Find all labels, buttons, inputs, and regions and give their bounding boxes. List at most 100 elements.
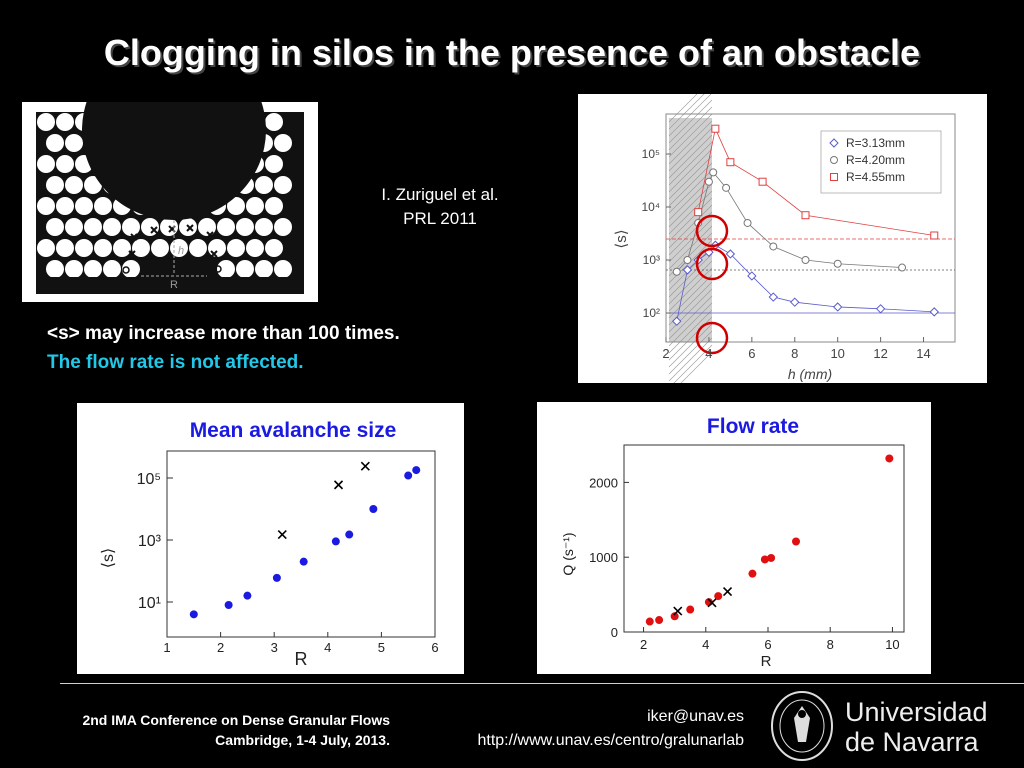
hatch-line	[668, 197, 713, 242]
grain	[103, 218, 121, 236]
x-tick-label: 8	[827, 637, 834, 652]
conference-date: Cambridge, 1-4 July, 2013.	[215, 732, 390, 748]
legend-label: R=4.20mm	[846, 153, 905, 167]
x-tick-label: 3	[271, 640, 278, 655]
grain	[236, 218, 254, 236]
top-chart-xlabel: h (mm)	[788, 366, 832, 382]
grain	[255, 218, 273, 236]
data-point	[768, 292, 779, 302]
x-tick-label: 2	[662, 346, 669, 361]
data-point	[360, 461, 370, 471]
data-point	[645, 617, 654, 626]
footer-divider	[60, 683, 1024, 684]
data-point	[801, 211, 810, 220]
university-name-line1: Universidad	[845, 697, 988, 727]
grain	[37, 155, 55, 173]
data-point	[743, 218, 752, 227]
grain	[46, 176, 64, 194]
grain	[274, 218, 292, 236]
sketch-h-label: h	[178, 245, 184, 257]
data-point	[875, 304, 886, 314]
hatch-line	[668, 225, 713, 270]
grain	[255, 260, 273, 278]
hatch-line	[668, 127, 713, 172]
grain	[103, 260, 121, 278]
grain	[65, 260, 83, 278]
top-chart-ylabel: ⟨s⟩	[613, 229, 630, 248]
mean-chart-ylabel: ⟨s⟩	[100, 548, 117, 568]
x-tick-label: 5	[378, 640, 385, 655]
data-point	[714, 592, 723, 601]
data-point	[747, 271, 757, 281]
data-point	[277, 529, 287, 540]
data-point	[673, 606, 683, 616]
contact-url[interactable]: http://www.unav.es/centro/gralunarlab	[477, 732, 744, 749]
citation-authors: I. Zuriguel et al.	[381, 185, 499, 204]
hatch-line	[668, 176, 713, 221]
university-name: Universidad de Navarra	[845, 697, 988, 757]
highlight-circle	[695, 214, 729, 248]
data-point	[404, 471, 413, 480]
hatch-line	[668, 218, 713, 263]
data-point	[299, 557, 308, 566]
x-tick-label: 4	[705, 346, 712, 361]
data-point	[898, 263, 907, 272]
grain	[75, 239, 93, 257]
grain	[84, 176, 102, 194]
slide-title: Clogging in silos in the presence of an …	[103, 32, 921, 73]
data-point	[725, 249, 736, 259]
data-point	[722, 587, 733, 597]
x-tick-label: 2	[217, 640, 224, 655]
hatch-line	[668, 78, 713, 123]
data-point	[790, 297, 800, 307]
mean-chart-title: Mean avalanche size	[190, 419, 397, 442]
x-tick-label: 8	[791, 346, 798, 361]
grain	[122, 260, 140, 278]
x-tick-label: 6	[764, 637, 771, 652]
data-point	[801, 256, 810, 264]
legend-marker	[830, 156, 838, 164]
university-name-line2: de Navarra	[845, 727, 979, 757]
conference-name: 2nd IMA Conference on Dense Granular Flo…	[82, 712, 390, 728]
grain	[94, 197, 112, 215]
data-point	[331, 537, 340, 546]
flow-rate-chart: Flow rate 2 4 6 8 10 0 1000 2000 Q (s⁻¹) R	[537, 402, 931, 674]
x-tick-label: 2	[640, 637, 647, 652]
hatch-line	[668, 253, 713, 298]
data-point	[760, 555, 769, 564]
hatch-line	[668, 113, 713, 158]
x-tick-label: 4	[324, 640, 331, 655]
data-point	[224, 601, 233, 610]
x-tick-label: 10	[830, 346, 844, 361]
grain	[56, 113, 74, 131]
clog-marker	[186, 224, 194, 232]
y-tick-label: 0	[611, 625, 618, 640]
flow-rate-plot: Flow rate 2 4 6 8 10 0 1000 2000 Q (s⁻¹) R	[560, 415, 905, 670]
grain	[246, 239, 264, 257]
data-point	[929, 307, 939, 317]
x-tick-label: 1	[163, 640, 170, 655]
hatch-line	[668, 134, 713, 179]
data-point	[345, 530, 354, 539]
avalanche-vs-h-chart: 2 4 6 8 10 12 14 10² 10³ 10⁴ 10⁵ ⟨s⟩ h (mm) R=3.13…	[578, 78, 987, 396]
grain	[274, 134, 292, 152]
grain	[65, 134, 83, 152]
mean-avalanche-chart: Mean avalanche size 1 2 3 4 5 6 10¹ 10³ 10⁵ ⟨s⟩ …	[77, 403, 464, 674]
silo-sketch-image: h R	[22, 40, 318, 302]
hatch-line	[668, 267, 713, 312]
x-tick-label: 10	[885, 637, 899, 652]
citation-journal: PRL 2011	[403, 209, 477, 228]
grain	[151, 239, 169, 257]
data-point	[704, 177, 713, 186]
y-tick-label: 10⁵	[642, 147, 660, 161]
hatch-line	[668, 183, 713, 228]
legend-label: R=4.55mm	[846, 170, 905, 184]
clog-marker	[150, 226, 158, 234]
y-tick-label: 10¹	[138, 595, 161, 612]
contact-email[interactable]: iker@unav.es	[647, 708, 744, 725]
hatch-line	[668, 302, 713, 347]
grain	[265, 239, 283, 257]
hatch-line	[668, 169, 713, 214]
grain	[274, 176, 292, 194]
data-point	[758, 177, 767, 186]
